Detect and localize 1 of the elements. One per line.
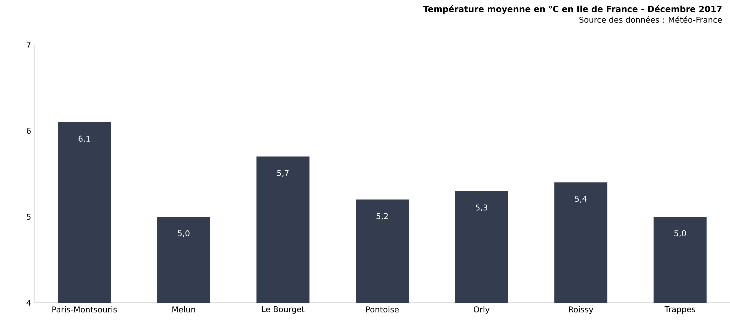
chart-title: Température moyenne en °C en Ile de France - Décembre 2017 bbox=[423, 6, 722, 14]
